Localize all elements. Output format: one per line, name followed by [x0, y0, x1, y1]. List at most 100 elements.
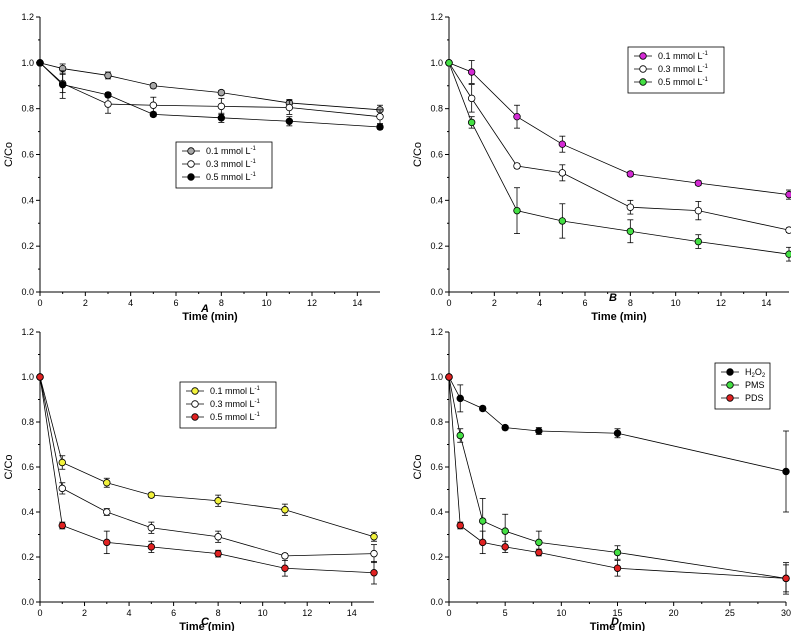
x-tick-label: 6: [173, 298, 178, 308]
x-tick-label: 10: [258, 608, 268, 618]
data-point: [147, 543, 156, 551]
y-tick-label: 0.8: [21, 104, 34, 114]
x-tick-label: 12: [302, 608, 312, 618]
legend-marker: [191, 413, 199, 421]
data-point: [147, 524, 156, 532]
data-point: [558, 169, 567, 177]
y-tick-label: 0.2: [21, 241, 34, 251]
data-point: [217, 102, 226, 111]
x-tick-label: 14: [761, 298, 771, 308]
y-axis-title: C/Co: [412, 142, 424, 167]
data-point: [456, 394, 464, 403]
legend-label: 0.1 mmol L-1: [206, 146, 257, 156]
x-tick-label: 2: [492, 298, 497, 308]
y-tick-label: 1.2: [430, 327, 443, 337]
panel-b: 0.0 0.2 0.4 0.6 0.8 1.0 1.2 0 2 4 6 8 10 12 14 Time (mi…: [412, 12, 791, 323]
y-tick-label: 0.4: [21, 507, 34, 517]
data-point: [58, 80, 67, 89]
x-axis-title: Time (min): [179, 621, 235, 631]
data-point: [558, 140, 567, 148]
data-point: [613, 429, 622, 437]
y-tick-label: 1.2: [21, 327, 34, 337]
y-axis-title: C/Co: [3, 454, 15, 479]
data-point: [285, 117, 294, 125]
legend-label: 0.3 mmol L-1: [658, 64, 709, 74]
x-tick-label: 2: [83, 298, 88, 308]
legend-marker: [187, 173, 195, 181]
y-tick-label: 0.6: [21, 462, 34, 472]
data-point: [281, 564, 289, 572]
series-line: [448, 62, 790, 231]
panel-letter: C: [201, 616, 210, 628]
legend-marker: [639, 65, 647, 73]
y-tick-label: 0.0: [430, 287, 443, 297]
series-line: [39, 62, 381, 111]
series-0: [445, 59, 791, 200]
data-point: [217, 114, 226, 122]
data-point: [535, 548, 543, 557]
x-tick-label: 2: [82, 608, 87, 618]
data-point: [558, 217, 567, 225]
x-axis-title: Time (min): [182, 311, 238, 323]
y-tick-label: 0.4: [430, 195, 443, 205]
data-point: [36, 373, 44, 381]
data-point: [467, 68, 476, 76]
data-point: [513, 112, 521, 121]
x-tick-label: 6: [582, 298, 587, 308]
legend-label: 0.1 mmol L-1: [658, 51, 709, 61]
y-tick-label: 0.8: [21, 417, 34, 427]
data-point: [103, 538, 111, 547]
x-tick-label: 0: [446, 608, 451, 618]
x-tick-label: 0: [37, 298, 42, 308]
series-2: [36, 373, 378, 585]
legend: 0.1 mmol L-1 0.3 mmol L-1 0.5 mmol L-1: [179, 381, 277, 429]
y-tick-label: 0.2: [430, 241, 443, 251]
data-point: [501, 527, 509, 535]
y-tick-label: 1.0: [21, 58, 34, 68]
data-point: [785, 226, 791, 234]
y-tick-label: 0.2: [430, 552, 443, 562]
legend-marker: [726, 381, 734, 389]
data-point: [58, 521, 66, 530]
legend-label: PMS: [745, 380, 765, 390]
data-point: [479, 517, 487, 525]
y-tick-label: 0.6: [430, 462, 443, 472]
data-point: [58, 458, 66, 467]
legend-label: 0.3 mmol L-1: [206, 159, 257, 169]
x-tick-label: 8: [628, 298, 633, 308]
data-point: [694, 179, 703, 187]
data-point: [217, 88, 226, 97]
legend-marker: [639, 52, 647, 60]
panel-letter: D: [611, 616, 619, 628]
legend: 0.1 mmol L-1 0.3 mmol L-1 0.5 mmol L-1: [175, 141, 273, 189]
x-tick-label: 10: [671, 298, 681, 308]
x-tick-label: 4: [128, 298, 133, 308]
y-tick-label: 0.8: [430, 104, 443, 114]
legend-label: 0.5 mmol L-1: [658, 77, 709, 87]
data-point: [58, 484, 66, 493]
data-point: [370, 533, 378, 541]
series-1: [445, 59, 791, 234]
x-tick-label: 12: [716, 298, 726, 308]
panel-c: 0.0 0.2 0.4 0.6 0.8 1.0 1.2 0 2 4 6 8 10 12 14 Time (mi…: [3, 327, 378, 631]
y-tick-label: 1.0: [430, 372, 443, 382]
data-point: [535, 538, 543, 547]
panel-letter: B: [609, 292, 617, 304]
legend-marker: [187, 147, 195, 155]
panel-a: 0.0 0.2 0.4 0.6 0.8 1.0 1.2 0 2 4 6 8 10 12 14 Time (mi…: [3, 12, 384, 323]
legend-label: PDS: [745, 393, 764, 403]
data-point: [626, 227, 635, 235]
data-point: [513, 162, 521, 170]
series-2: [445, 59, 791, 262]
data-point: [785, 250, 791, 258]
x-tick-label: 0: [37, 608, 42, 618]
y-tick-label: 1.2: [430, 12, 443, 22]
x-tick-label: 10: [262, 298, 272, 308]
legend-marker: [639, 78, 647, 86]
data-point: [376, 123, 384, 131]
data-point: [104, 91, 112, 99]
x-tick-label: 4: [127, 608, 132, 618]
legend-label: 0.3 mmol L-1: [210, 399, 261, 409]
legend-marker: [191, 400, 199, 408]
legend-marker: [191, 387, 199, 395]
